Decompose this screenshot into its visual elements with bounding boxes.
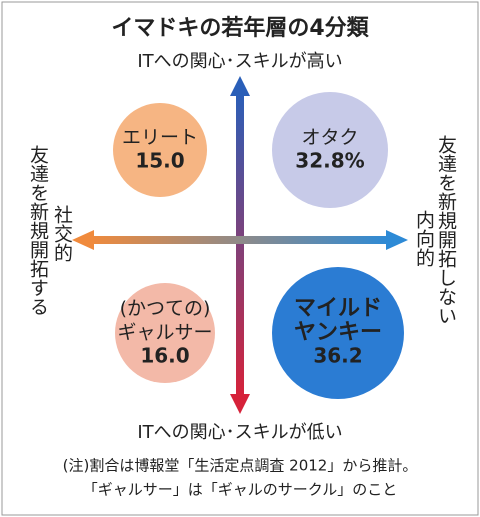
axis-left-inner: 社交的	[51, 205, 73, 262]
group-label: (かつての)	[120, 298, 211, 320]
arrow-up	[230, 76, 250, 96]
vertical-axis	[236, 92, 244, 397]
group-value: 16.0	[140, 344, 189, 368]
bubble	[115, 283, 215, 383]
bubble	[272, 267, 404, 399]
arrow-down	[230, 394, 250, 414]
axis-top: ITへの関心･スキルが高い	[137, 51, 342, 72]
note: 「ギャルサー」は「ギャルのサークル」のこと	[83, 481, 398, 499]
group-label: オタク	[301, 127, 358, 149]
bubble	[113, 103, 207, 197]
arrow-right	[386, 230, 408, 250]
note: (注)割合は博報堂「生活定点調査 2012」から推計。	[63, 457, 418, 475]
group-label: ギャルサー	[117, 322, 212, 344]
group-value: 36.2	[313, 344, 362, 368]
group-label: ヤンキー	[294, 320, 382, 345]
group-label: エリート	[122, 127, 198, 149]
group-label: マイルド	[294, 296, 382, 321]
horizontal-axis	[90, 236, 390, 244]
axis-bottom: ITへの関心･スキルが低い	[137, 422, 342, 443]
group-value: 32.8%	[295, 149, 364, 173]
title: イマドキの若年層の4分類	[111, 15, 369, 41]
axis-left-outer: 友達を新規開拓する	[27, 145, 49, 316]
group-value: 15.0	[135, 149, 184, 173]
axis-right-inner: 内向的	[413, 210, 435, 267]
bubble	[272, 92, 388, 208]
axis-right-outer: 友達を新規開拓しない	[435, 135, 457, 325]
arrow-left	[72, 230, 94, 250]
